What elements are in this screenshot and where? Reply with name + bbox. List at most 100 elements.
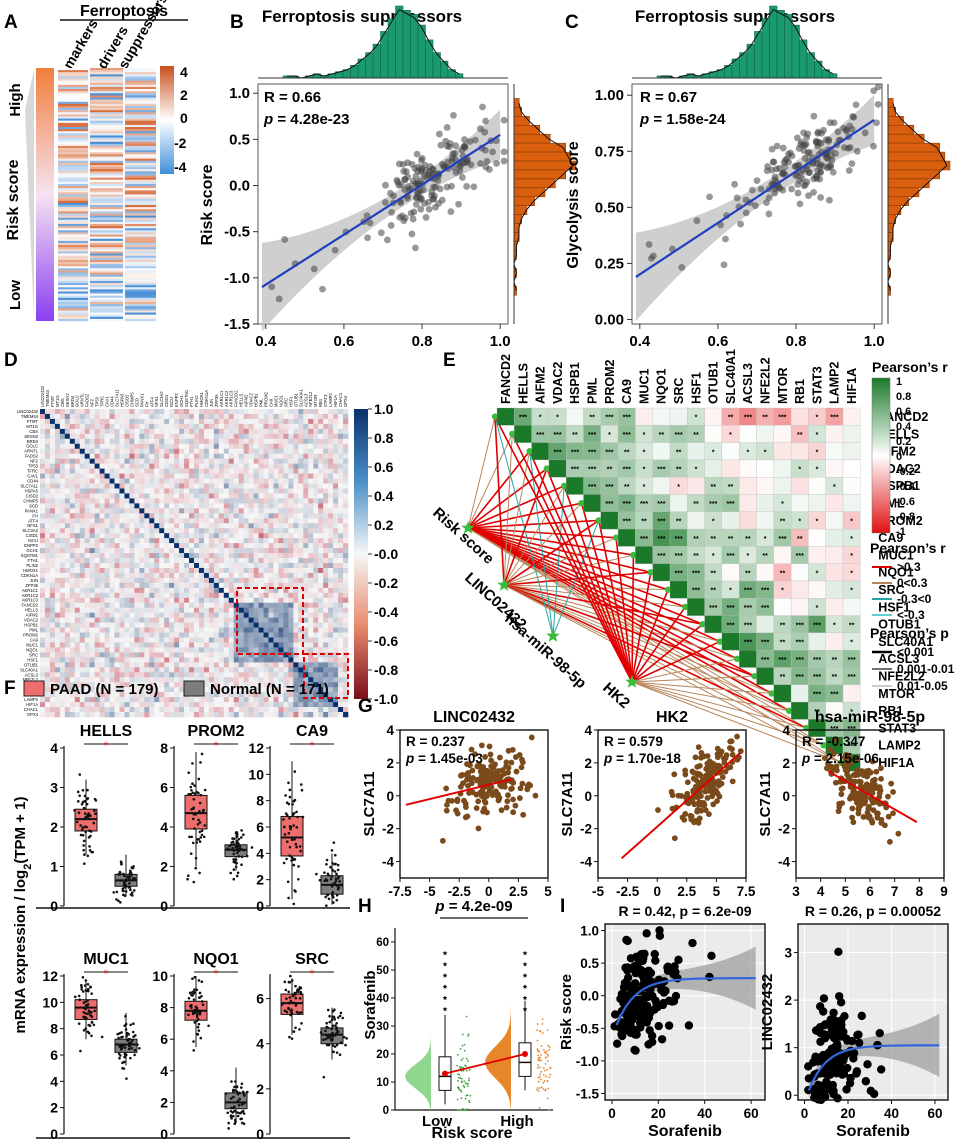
panel-d-heat-cell: [179, 428, 185, 435]
panel-d-heat-cell: [323, 553, 329, 559]
panel-d-heat-cell: [89, 443, 95, 450]
panel-b-point: [440, 162, 448, 170]
panel-d-heat-cell: [99, 448, 105, 455]
panel-d-heat-cell: [184, 587, 190, 594]
panel-d-heat-cell: [218, 577, 225, 584]
panel-a-heat-cell: [90, 318, 123, 322]
panel-d-heat-cell: [268, 463, 274, 469]
panel-d-heat-cell: [149, 597, 155, 604]
panel-d-heat-cell: [343, 528, 349, 534]
panel-d-heat-cell: [64, 453, 71, 459]
panel-b-point: [466, 138, 474, 145]
panel-d-heat-cell: [149, 528, 155, 534]
panel-d-col-label: ACSL3: [303, 393, 308, 407]
panel-d-heat-cell: [159, 617, 165, 623]
panel-d-heat-cell: [203, 617, 210, 623]
panel-d-heat-cell: [74, 637, 81, 643]
panel-d-heat-cell: [308, 577, 314, 584]
panel-d-heat-cell: [94, 518, 100, 524]
panel-d-heat-cell: [59, 438, 66, 445]
panel-d-heat-cell: [268, 642, 274, 648]
panel-d-heat-cell: [164, 508, 170, 514]
panel-d-heat-cell: [154, 582, 160, 589]
panel-d-heat-cell: [109, 468, 115, 474]
panel-d-heat-cell: [149, 672, 155, 678]
panel-d-heat-cell: [59, 538, 66, 544]
panel-d-heat-cell: [149, 433, 155, 440]
panel-d-heat-cell: [159, 632, 165, 638]
panel-d-heat-cell: [218, 572, 225, 579]
panel-d-heat-cell: [184, 617, 190, 623]
panel-a-heat-cell: [125, 299, 156, 303]
panel-e-anchor: [716, 638, 724, 645]
panel-a-heat-cell: [90, 177, 123, 180]
panel-d-heat-cell: [288, 423, 294, 430]
panel-a-heat-cell: [90, 259, 123, 263]
panel-d-heat-cell: [243, 409, 249, 415]
panel-d-heat-cell: [189, 617, 195, 623]
panel-d-heat-cell: [198, 558, 205, 564]
panel-e-edge: [467, 527, 807, 729]
panel-d-heat-cell: [208, 478, 215, 484]
panel-d-heat-cell: [208, 553, 215, 559]
panel-d-heat-cell: [318, 563, 324, 569]
panel-d-heat-cell: [268, 543, 274, 549]
panel-b-point: [417, 205, 425, 213]
panel-d-heat-cell: [99, 498, 105, 504]
panel-d-heat-cell: [248, 443, 254, 450]
panel-d-heat-cell: [169, 423, 175, 430]
panel-d-heat-cell: [303, 488, 309, 494]
panel-d-heat-cell: [253, 597, 259, 604]
panel-d-heat-cell: [144, 672, 150, 678]
panel-d-heat-cell: [164, 642, 170, 648]
panel-d-col-label: GCH1: [179, 395, 184, 407]
panel-d-heat-cell: [64, 553, 71, 559]
panel-d-heat-cell: [69, 438, 76, 445]
panel-d-heat-cell: [238, 642, 244, 648]
panel-d-heat-cell: [313, 428, 319, 435]
panel-d-heat-cell: [139, 607, 145, 613]
panel-d-heat-cell: [89, 498, 95, 504]
panel-d-heat-cell: [233, 707, 240, 713]
panel-d-heat-cell: [139, 533, 145, 539]
panel-d-heat-cell: [343, 508, 349, 514]
panel-d-heat-cell: [233, 493, 240, 499]
panel-d-heat-cell: [313, 707, 319, 713]
panel-d-heat-cell: [228, 622, 235, 628]
panel-d-heat-cell: [343, 473, 349, 479]
panel-d-heat-cell: [203, 652, 210, 658]
panel-d-col-label: FANCD2: [234, 390, 239, 407]
panel-d-heat-cell: [164, 597, 170, 604]
panel-d-heat-cell: [89, 528, 95, 534]
panel-d-heat-cell: [164, 662, 170, 668]
panel-d-heat-cell: [323, 692, 329, 698]
panel-d-heat-cell: [94, 409, 100, 415]
panel-d-heat-cell: [248, 682, 254, 688]
panel-d-heat-cell: [343, 617, 349, 623]
panel-d-heat-cell: [119, 468, 125, 474]
panel-a-heat-cell: [90, 209, 123, 212]
panel-a-heat-cell: [90, 175, 123, 178]
panel-d-heat-cell: [54, 458, 61, 464]
panel-d-heat-cell: [333, 413, 339, 420]
panel-d-heat-cell: [258, 602, 264, 609]
panel-d-heat-cell: [174, 458, 180, 464]
panel-d-heat-cell: [308, 592, 314, 599]
panel-d-heat-cell: [278, 637, 284, 643]
panel-d-heat-cell: [184, 707, 190, 713]
panel-d-heat-cell: [218, 558, 225, 564]
panel-d-heat-cell: [169, 433, 175, 440]
panel-d-heat-cell: [268, 712, 274, 718]
panel-d-heat-cell: [174, 448, 180, 455]
panel-c-ytick-label: 0.25: [595, 255, 624, 272]
panel-d-heat-cell: [293, 592, 299, 599]
panel-d-heat-cell: [248, 567, 254, 574]
panel-d-heat-cell: [144, 567, 150, 574]
panel-d-heat-cell: [338, 448, 344, 455]
panel-d-heat-cell: [134, 548, 140, 554]
panel-d-heat-cell: [134, 687, 140, 693]
panel-d-heat-cell: [253, 563, 259, 569]
panel-c-title: Ferroptosis suppressors: [635, 7, 835, 26]
panel-d-heat-cell: [288, 413, 294, 420]
panel-e-edge: [631, 681, 807, 729]
